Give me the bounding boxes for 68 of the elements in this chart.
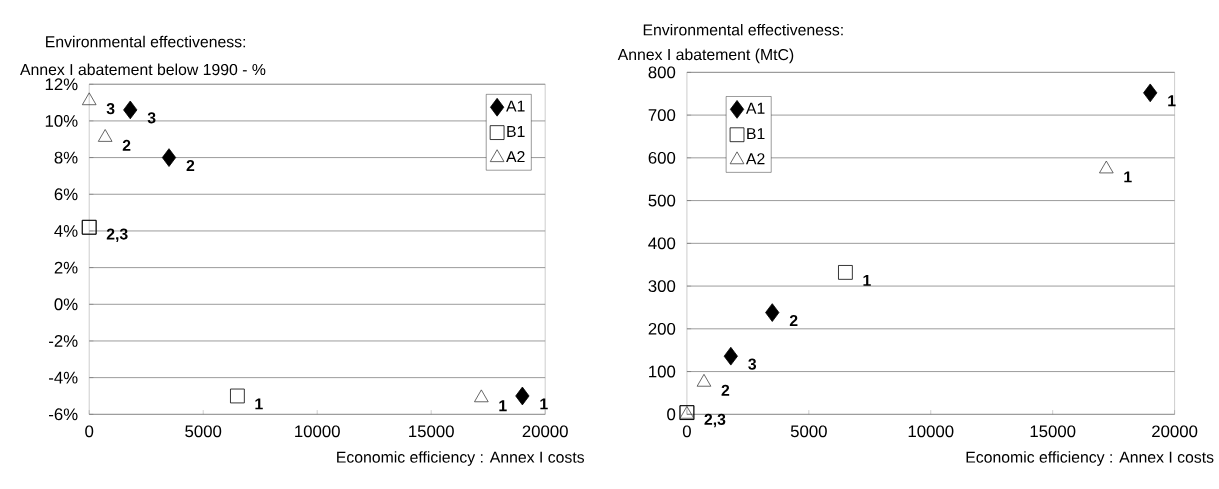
annotation: 3 [748,358,757,370]
annotation: 2 [122,140,131,152]
y-tick-label: 4% [54,225,78,237]
point [515,386,530,406]
y-tick-label: 300 [648,280,676,293]
point [230,388,245,404]
annotation: 2,3 [106,228,128,243]
annotation: 2,3 [704,413,726,428]
y-axis-title: Annex I abatement (MtC) [617,48,794,64]
y-tick-label: 8% [54,151,78,164]
annotation: 3 [106,103,115,115]
y-tick-label: 0% [54,298,78,311]
y-tick-label: 800 [648,66,676,79]
y-tick-label: 12% [45,78,78,91]
legend-label: A2 [506,151,525,163]
chart-title: Environmental effectiveness: [643,24,843,36]
annotation: 2 [721,384,730,396]
point [838,265,853,280]
annotation: 1 [1168,95,1176,107]
point [474,389,489,403]
annotation: 1 [863,275,871,286]
legend-label: A1 [745,103,765,114]
y-tick-label: -4% [49,371,78,384]
annotation: 1 [255,398,263,410]
y-tick-label: 400 [648,237,676,250]
annotation: 1 [540,398,548,410]
annotation: 2 [789,315,798,327]
x-tick-label: 10000 [295,425,340,438]
annotation: 3 [147,112,156,124]
y-tick-label: -2% [49,335,78,348]
y-tick-label: 100 [649,365,676,378]
x-tick-label: 0 [682,425,691,438]
point [765,303,780,323]
annotation: 2 [186,160,195,172]
y-axis-title: Annex I abatement below 1990 - % [20,63,266,76]
x-tick-label: 15000 [409,425,454,438]
y-tick-label: 0 [667,408,676,421]
point [723,347,738,366]
annotation: 1 [1124,171,1132,183]
point [1143,83,1158,103]
point [123,100,138,120]
x-tick-label: 0 [85,425,94,438]
point [97,129,113,142]
legend-label: B1 [507,126,525,138]
legend-label: A2 [745,153,765,165]
x-tick-label: 15000 [1030,425,1076,438]
x-tick-label: 10000 [908,425,954,438]
x-axis-title: Economic efficiency : Annex I costs [966,451,1214,467]
x-tick-label: 20000 [1152,425,1198,438]
x-tick-label: 5000 [185,425,222,438]
annotation: 1 [499,400,507,412]
x-axis-title: Economic efficiency : Annex I costs [337,451,585,467]
x-tick-label: 20000 [522,425,568,438]
y-tick-label: 6% [54,188,78,201]
y-tick-label: 700 [648,109,676,122]
legend-label: A1 [506,100,525,112]
y-tick-label: 10% [45,115,78,128]
x-tick-label: 5000 [790,425,827,438]
y-tick-label: 200 [648,323,676,335]
y-tick-label: -6% [49,408,78,421]
point [81,92,97,106]
y-tick-label: 2% [54,261,78,274]
point [161,148,177,168]
legend-label: B1 [747,128,765,140]
y-tick-label: 600 [648,152,676,164]
y-tick-label: 500 [648,194,676,207]
point [696,374,712,387]
chart-title: Environmental effectiveness: [46,35,246,48]
